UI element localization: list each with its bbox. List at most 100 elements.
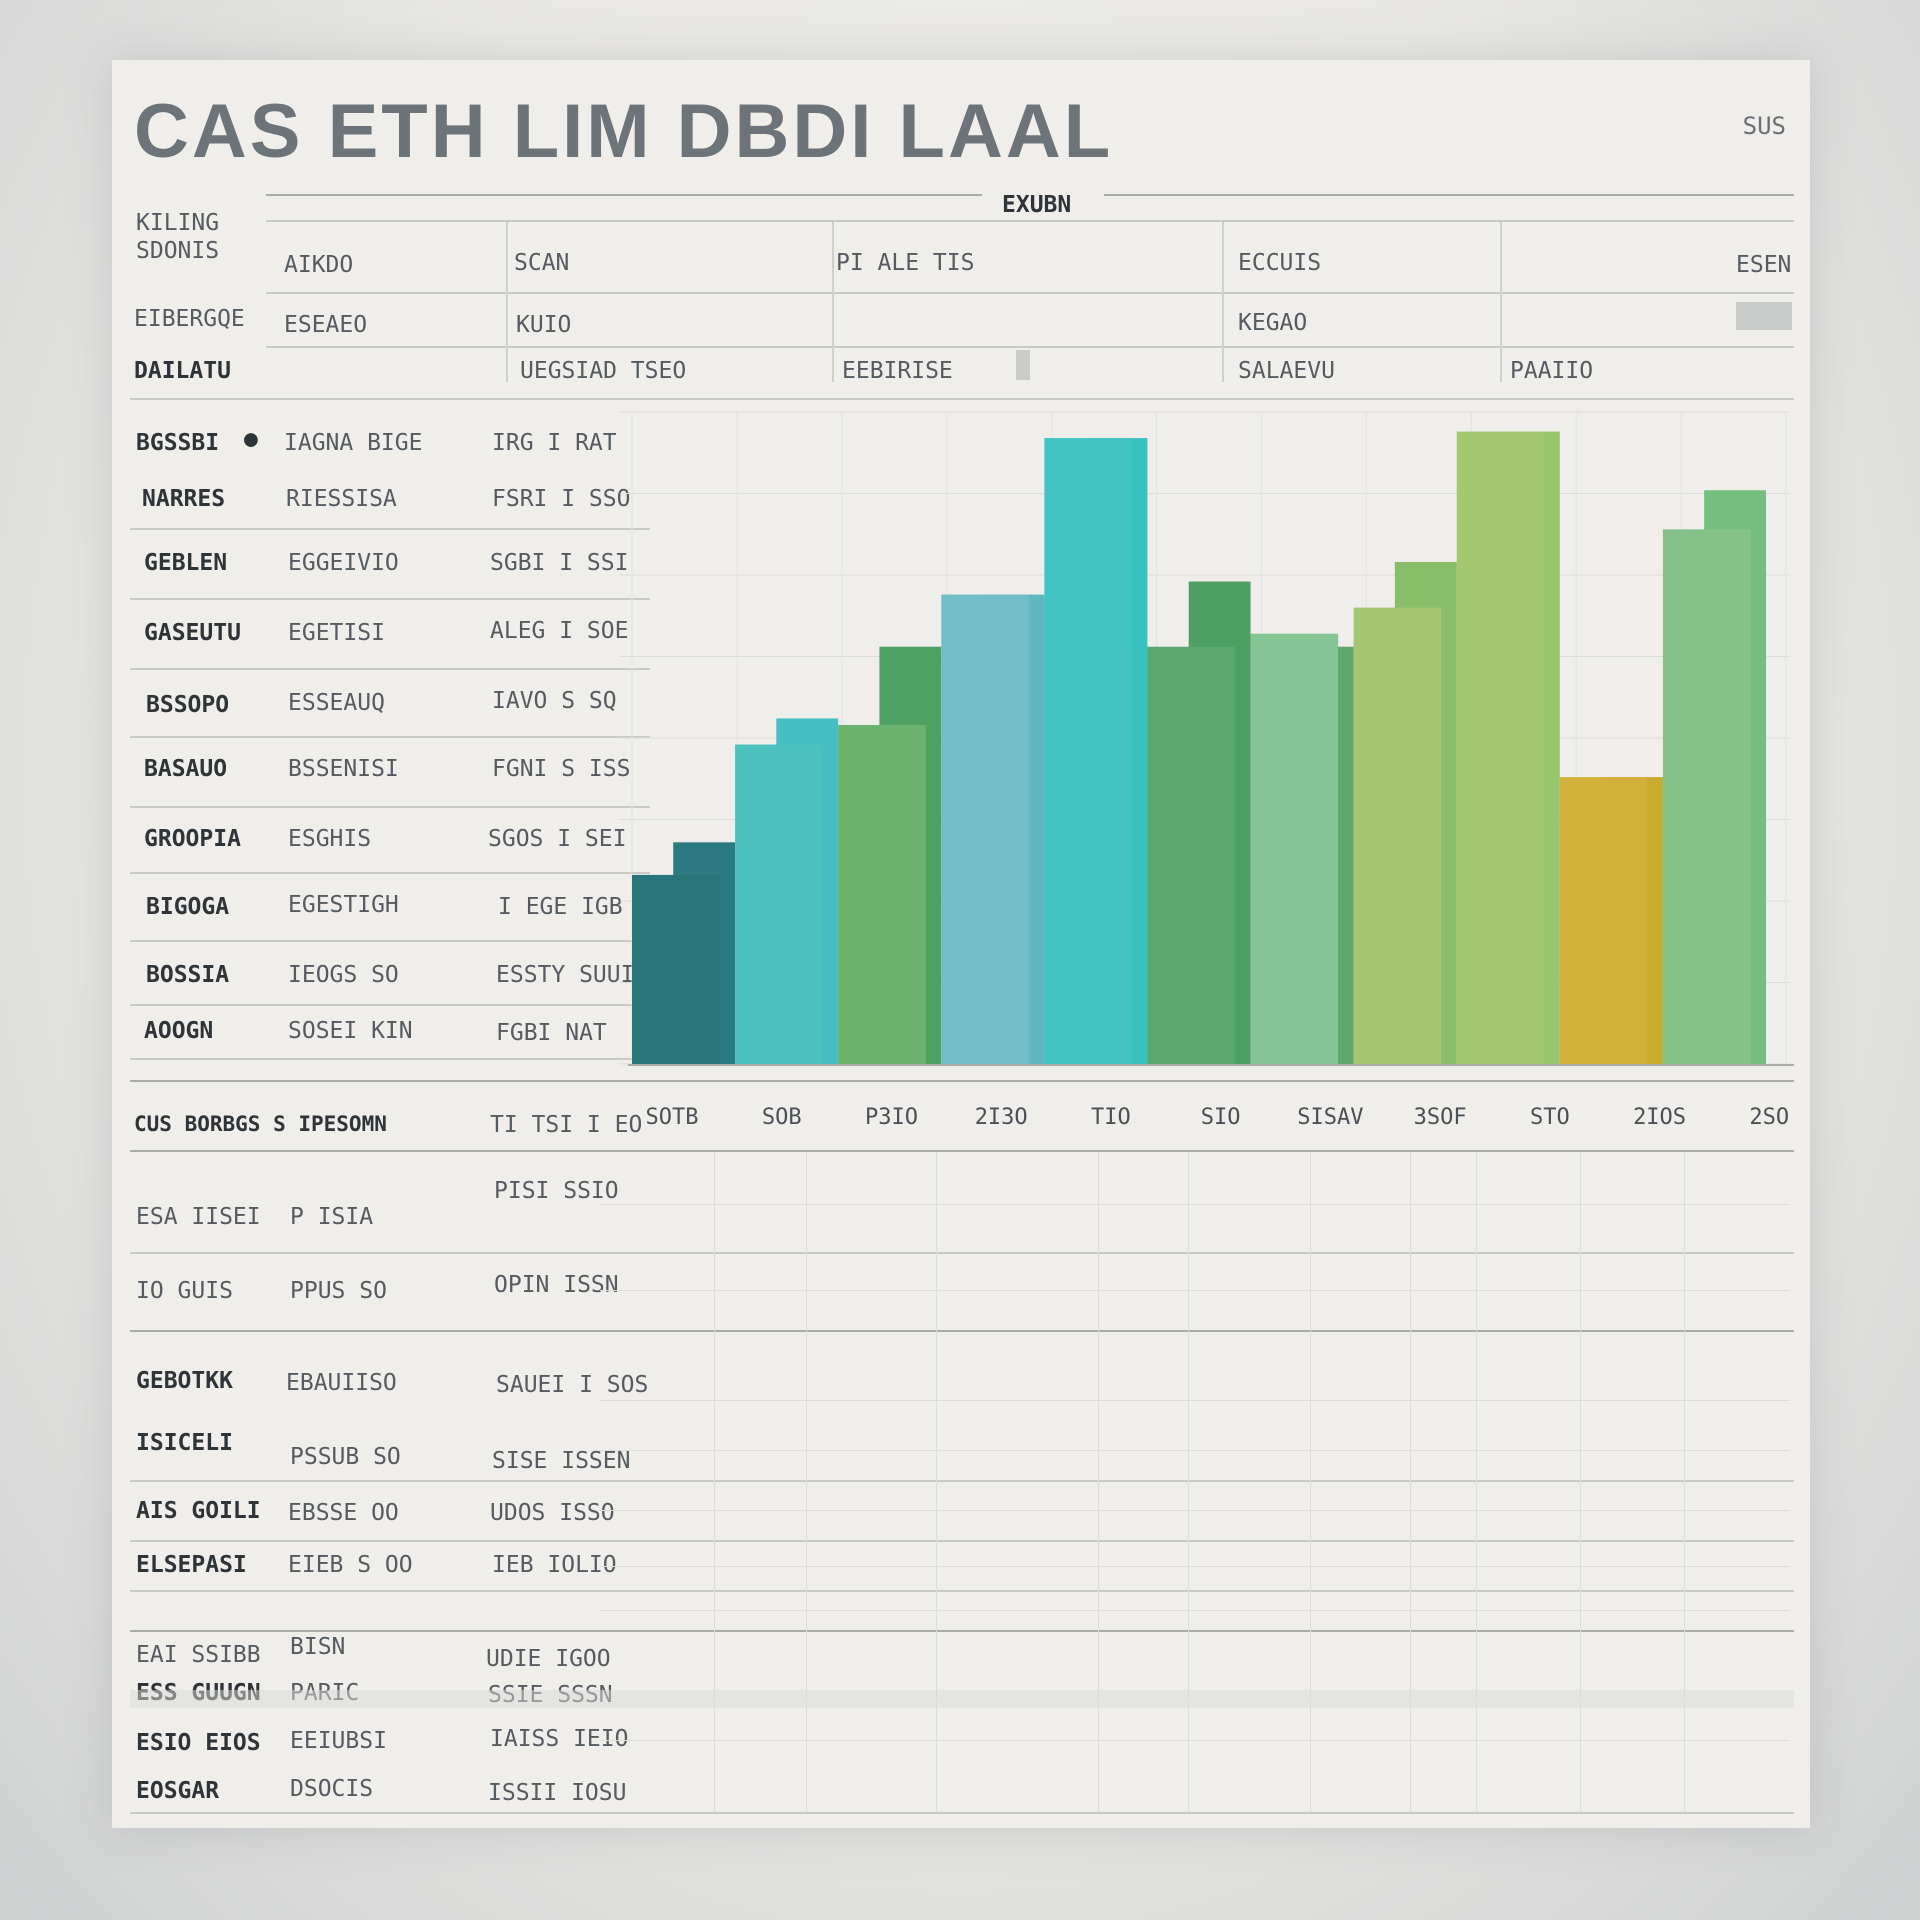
lower-cell: PISI SSIO [494, 1178, 619, 1204]
bar [1044, 438, 1132, 1065]
lower-cell: EBAUIISO [286, 1370, 397, 1396]
grid-line [600, 1740, 1790, 1741]
header-divider [506, 222, 508, 382]
section-rule [130, 1080, 1794, 1082]
header-cell: KEGAO [1238, 310, 1308, 336]
left-cell: I EGE IGB [498, 894, 623, 920]
lower-cell: ELSEPASI [136, 1552, 247, 1578]
header-rule-left [266, 194, 982, 196]
row-rule [130, 1058, 650, 1060]
row-band [130, 1690, 1794, 1708]
left-cell: FSRI I SSO [492, 486, 631, 512]
left-cell: IAGNA BIGE [284, 430, 423, 456]
lower-cell: EEIUBSI [290, 1728, 387, 1754]
lower-cell: BISN [290, 1634, 346, 1660]
row-rule [130, 806, 650, 808]
left-cell: IEOGS SO [288, 962, 399, 988]
lower-cell: GEBOTKK [136, 1368, 233, 1394]
grid-line [600, 1610, 1790, 1611]
lower-cell: SAUEI I SOS [496, 1372, 649, 1398]
left-cell: SGOS I SEI [488, 826, 627, 852]
row-rule [130, 598, 650, 600]
lower-cell: ISSII IOSU [488, 1780, 627, 1806]
header-side-label: SDONIS [136, 238, 220, 264]
row-rule [130, 528, 650, 530]
grid-line [600, 1566, 1790, 1567]
row-rule [130, 872, 650, 874]
lower-cell: UDOS ISSO [490, 1500, 615, 1526]
header-cell: PAAIIO [1510, 358, 1594, 384]
header-chip [1736, 302, 1792, 330]
bar [1353, 607, 1442, 1064]
grid-line [600, 1400, 1790, 1401]
left-cell: BSSOPO [146, 692, 230, 718]
lower-cell: EOSGAR [136, 1778, 220, 1804]
header-rule [266, 346, 1794, 348]
left-cell: NARRES [142, 486, 226, 512]
left-cell: ALEG I SOE [490, 618, 629, 644]
header-divider [1222, 222, 1224, 382]
header-column: ESEN [1736, 252, 1792, 278]
lower-cell: SISE ISSEN [492, 1448, 631, 1474]
bar [735, 744, 823, 1064]
left-cell: BGSSBI [136, 430, 220, 456]
header-column: AIKDO [284, 252, 354, 278]
row-rule [130, 1630, 1794, 1632]
grid-line [1580, 1152, 1581, 1812]
header-cell: UEGSIAD TSEO [520, 358, 687, 384]
left-cell: BSSENISI [288, 756, 399, 782]
left-cell: ESGHIS [288, 826, 372, 852]
grid-line [936, 1152, 937, 1812]
lower-cell: EBSSE OO [288, 1500, 399, 1526]
lower-cell: ESIO EIOS [136, 1730, 261, 1756]
row-rule [130, 1812, 1794, 1814]
header-side-label: KILING [136, 210, 220, 236]
row-rule [130, 1004, 650, 1006]
grid-line [1188, 1152, 1189, 1812]
row-rule [130, 1330, 1794, 1332]
left-footer: TI TSI I EO [490, 1112, 643, 1138]
header-cell: ESEAEO [284, 312, 368, 338]
left-cell: FGNI S ISS [492, 756, 631, 782]
left-cell: BOSSIA [146, 962, 230, 988]
bar [838, 724, 926, 1064]
left-cell: RIESSISA [286, 486, 397, 512]
left-cell: GEBLEN [144, 550, 228, 576]
left-cell: ESSEAUQ [288, 690, 385, 716]
left-cell: SOSEI KIN [288, 1018, 413, 1044]
left-cell: GROOPIA [144, 826, 241, 852]
row-rule [130, 940, 650, 942]
header-cell: EEBIRISE [842, 358, 953, 384]
bar [1662, 529, 1751, 1064]
lower-cell: PSSUB SO [290, 1444, 401, 1470]
lower-cell: IO GUIS [136, 1278, 233, 1304]
row-rule [130, 1590, 1794, 1592]
x-tick-label: P3IO [865, 1105, 918, 1130]
header-cell: KUIO [516, 312, 572, 338]
row-rule [130, 1540, 1794, 1542]
row-rule [130, 1252, 1794, 1254]
grid-line [714, 1152, 715, 1812]
x-tick-label: SIO [1201, 1105, 1241, 1130]
lower-cell: P ISIA [290, 1204, 374, 1230]
header-column: ECCUIS [1238, 250, 1322, 276]
grid-line [600, 1290, 1790, 1291]
bar [1147, 646, 1236, 1064]
row-rule [130, 736, 650, 738]
grid-line [1410, 1152, 1411, 1812]
header-column: PI ALE TIS [836, 250, 975, 276]
bar [1456, 431, 1545, 1064]
lower-cell: EIEB S OO [288, 1552, 413, 1578]
header-rule [266, 292, 1794, 294]
corner-label: SUS [1742, 112, 1786, 140]
row-rule [130, 1480, 1794, 1482]
lower-cell: PPUS SO [290, 1278, 387, 1304]
x-tick-label: SISAV [1297, 1105, 1363, 1130]
x-tick-label: 2SO [1749, 1105, 1789, 1130]
x-tick-label: 2IOS [1633, 1105, 1686, 1130]
bar [1250, 633, 1339, 1064]
grid-line [600, 1510, 1790, 1511]
header-rule [266, 220, 1794, 222]
grid-line [600, 1204, 1790, 1205]
